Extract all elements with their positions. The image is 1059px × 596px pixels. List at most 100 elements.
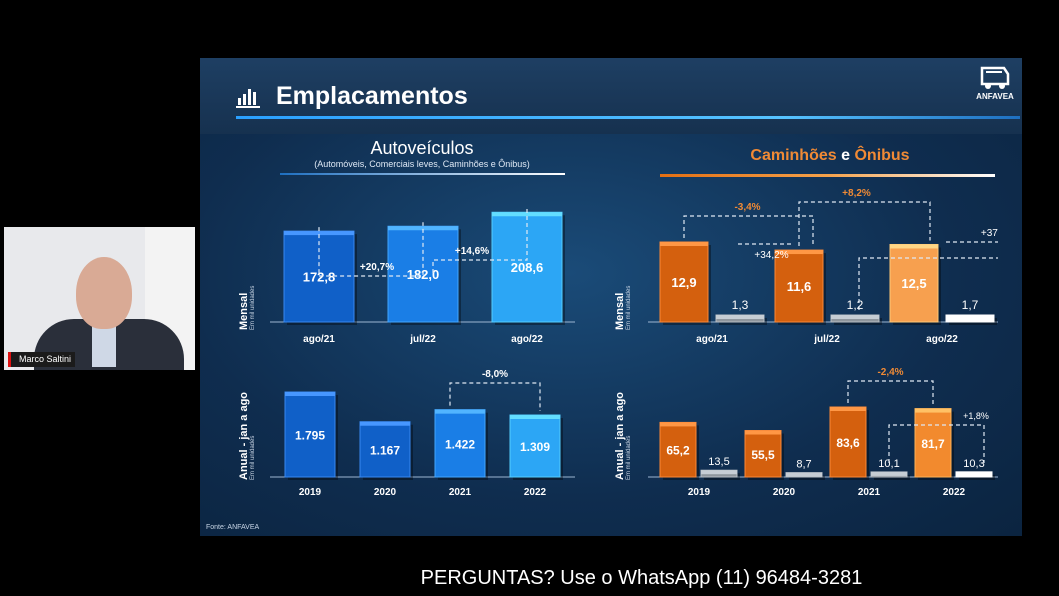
annotation-bracket [888,424,985,463]
bar-2022-top [510,415,560,420]
bar-cam-2021 [829,406,867,478]
bar-cam-2022 [914,408,952,478]
bar-onibus-2019-top [701,470,737,475]
tick-label: 2019 [688,487,711,498]
chart-auto-anual: 1.795 2019 1.167 2020 1.422 2021 1.309 2022 -8,0… [270,369,575,498]
ylabel-auto-anual: Anual - jan a ago Em mil unidades [238,391,256,480]
value-label: 1.309 [520,440,550,454]
tick-label: ago/22 [511,334,543,345]
value-label: 1.167 [370,443,400,457]
bar-onibus-2021-top [871,471,907,476]
value-label: 172,8 [303,270,336,285]
participant-shirt [92,322,116,367]
annotation-label: +14,6% [455,246,489,257]
slide-source: Fonte: ANFAVEA [206,524,260,531]
bar-2020-top [360,421,410,426]
bar-chart-icon [236,89,260,108]
chart-cam-mensal: 12,9 1,3 ago/21 11,6 1,2 jul/22 12,5 1,7 ago/22 -… [648,188,998,345]
tick-label: ago/22 [926,334,958,345]
value-label: 1,7 [962,298,979,312]
slide-header [200,58,1022,134]
annotation-label: +34,2% [754,250,788,261]
caminhoes-onibus-title: Caminhões e Ônibus [660,147,1000,165]
participant-nameplate: Marco Saltini [8,352,76,367]
tick-label: 2020 [773,487,796,498]
bar-2019-top [285,392,335,396]
value-label: 1,2 [847,298,864,312]
anfavea-logo: ANFAVEA [974,64,1016,104]
tick-label: 2021 [449,487,472,498]
caption-banner: PERGUNTAS? Use o WhatsApp (11) 96484-328… [0,560,1059,596]
bar-cam-2020-top [745,430,781,435]
tick-label: jul/22 [813,334,840,345]
bar-2021 [434,409,486,478]
bar-onibus-2022-top [956,471,992,476]
bar-jul/22-top [388,226,458,231]
webcam-tile[interactable]: Marco Saltini [4,227,195,370]
autoveiculos-title-rule [280,173,565,175]
bar-onibus-ago/22-top [946,315,994,319]
annotation-label: +20,7% [360,262,394,273]
autoveiculos-subtitle: (Automóveis, Comerciais leves, Caminhões… [314,159,530,169]
bar-2021-top [435,409,485,414]
value-label: 83,6 [836,436,860,450]
bar-cam-jul/22 [774,249,824,323]
value-label: 13,5 [708,456,729,468]
annotation-bracket [858,257,998,310]
annotation-label: +1,8% [963,411,989,421]
slide-header-rule [236,116,1020,119]
bar-cam-ago/22-top [890,244,938,249]
annotation-bracket [318,222,424,277]
annotation-label: -2,4% [877,367,903,378]
cam-title-and: e [841,147,851,164]
value-label: 8,7 [796,459,811,471]
bar-onibus-ago/21-top [716,315,764,319]
annotation-bracket [432,208,528,273]
ylabel-auto-mensal: Mensal Em mil unidades [238,285,256,330]
tick-label: 2022 [524,487,547,498]
tick-label: ago/21 [696,334,728,345]
bar-2020 [359,421,411,478]
value-label: 1.422 [445,437,475,451]
bar-2019 [284,391,336,478]
chart-cam-anual: 65,2 13,5 2019 55,5 8,7 2020 83,6 10,1 2021 81,7 1… [648,367,998,498]
value-label: 10,3 [963,458,984,470]
autoveiculos-title: Autoveículos [370,138,474,158]
value-label: 10,1 [878,458,899,470]
caption-text: PERGUNTAS? Use o WhatsApp (11) 96484-328… [420,567,863,589]
tick-label: 2020 [374,487,397,498]
bar-onibus-2020-shadow [789,475,825,480]
annotation-bracket [683,215,814,247]
bar-onibus-2020-top [786,472,822,477]
value-label: 12,5 [901,276,926,291]
bar-cam-2021-top [830,407,866,411]
annotation-label: -3,4% [734,202,760,213]
caminhoes-title-rule [660,174,995,177]
bar-ago/22-top [492,212,562,217]
bar-2022 [509,414,561,478]
participant-head [76,257,132,329]
cam-title-part1: Caminhões [750,147,837,164]
bar-ago/21-top [284,231,354,236]
ylabel-cam-mensal: Mensal Em mil unidades [614,285,632,330]
tick-label: 2021 [858,487,881,498]
bar-cam-ago/21 [659,241,709,323]
value-label: 1.795 [295,429,325,443]
value-label: 81,7 [921,437,945,451]
tick-label: 2022 [943,487,966,498]
value-label: 12,9 [671,275,696,290]
slide-title: Emplacamentos [276,82,468,110]
tick-label: ago/21 [303,334,335,345]
bar-cam-2020 [744,430,782,478]
tick-label: jul/22 [409,334,436,345]
bar-cam-ago/21-top [660,242,708,246]
chart-auto-mensal: 172,8ago/21182,0jul/22208,6ago/22+20,7%+… [270,208,575,345]
bar-ago/22 [491,211,563,323]
truck-logo-icon [980,66,1010,89]
ylabel-cam-anual: Anual - jan a ago Em mil unidades [614,391,632,480]
annotation-bracket [449,382,541,412]
bar-cam-2019-top [660,422,696,427]
logo-text: ANFAVEA [976,92,1014,101]
value-label: 1,3 [732,298,749,312]
bar-cam-2022-top [915,408,951,413]
